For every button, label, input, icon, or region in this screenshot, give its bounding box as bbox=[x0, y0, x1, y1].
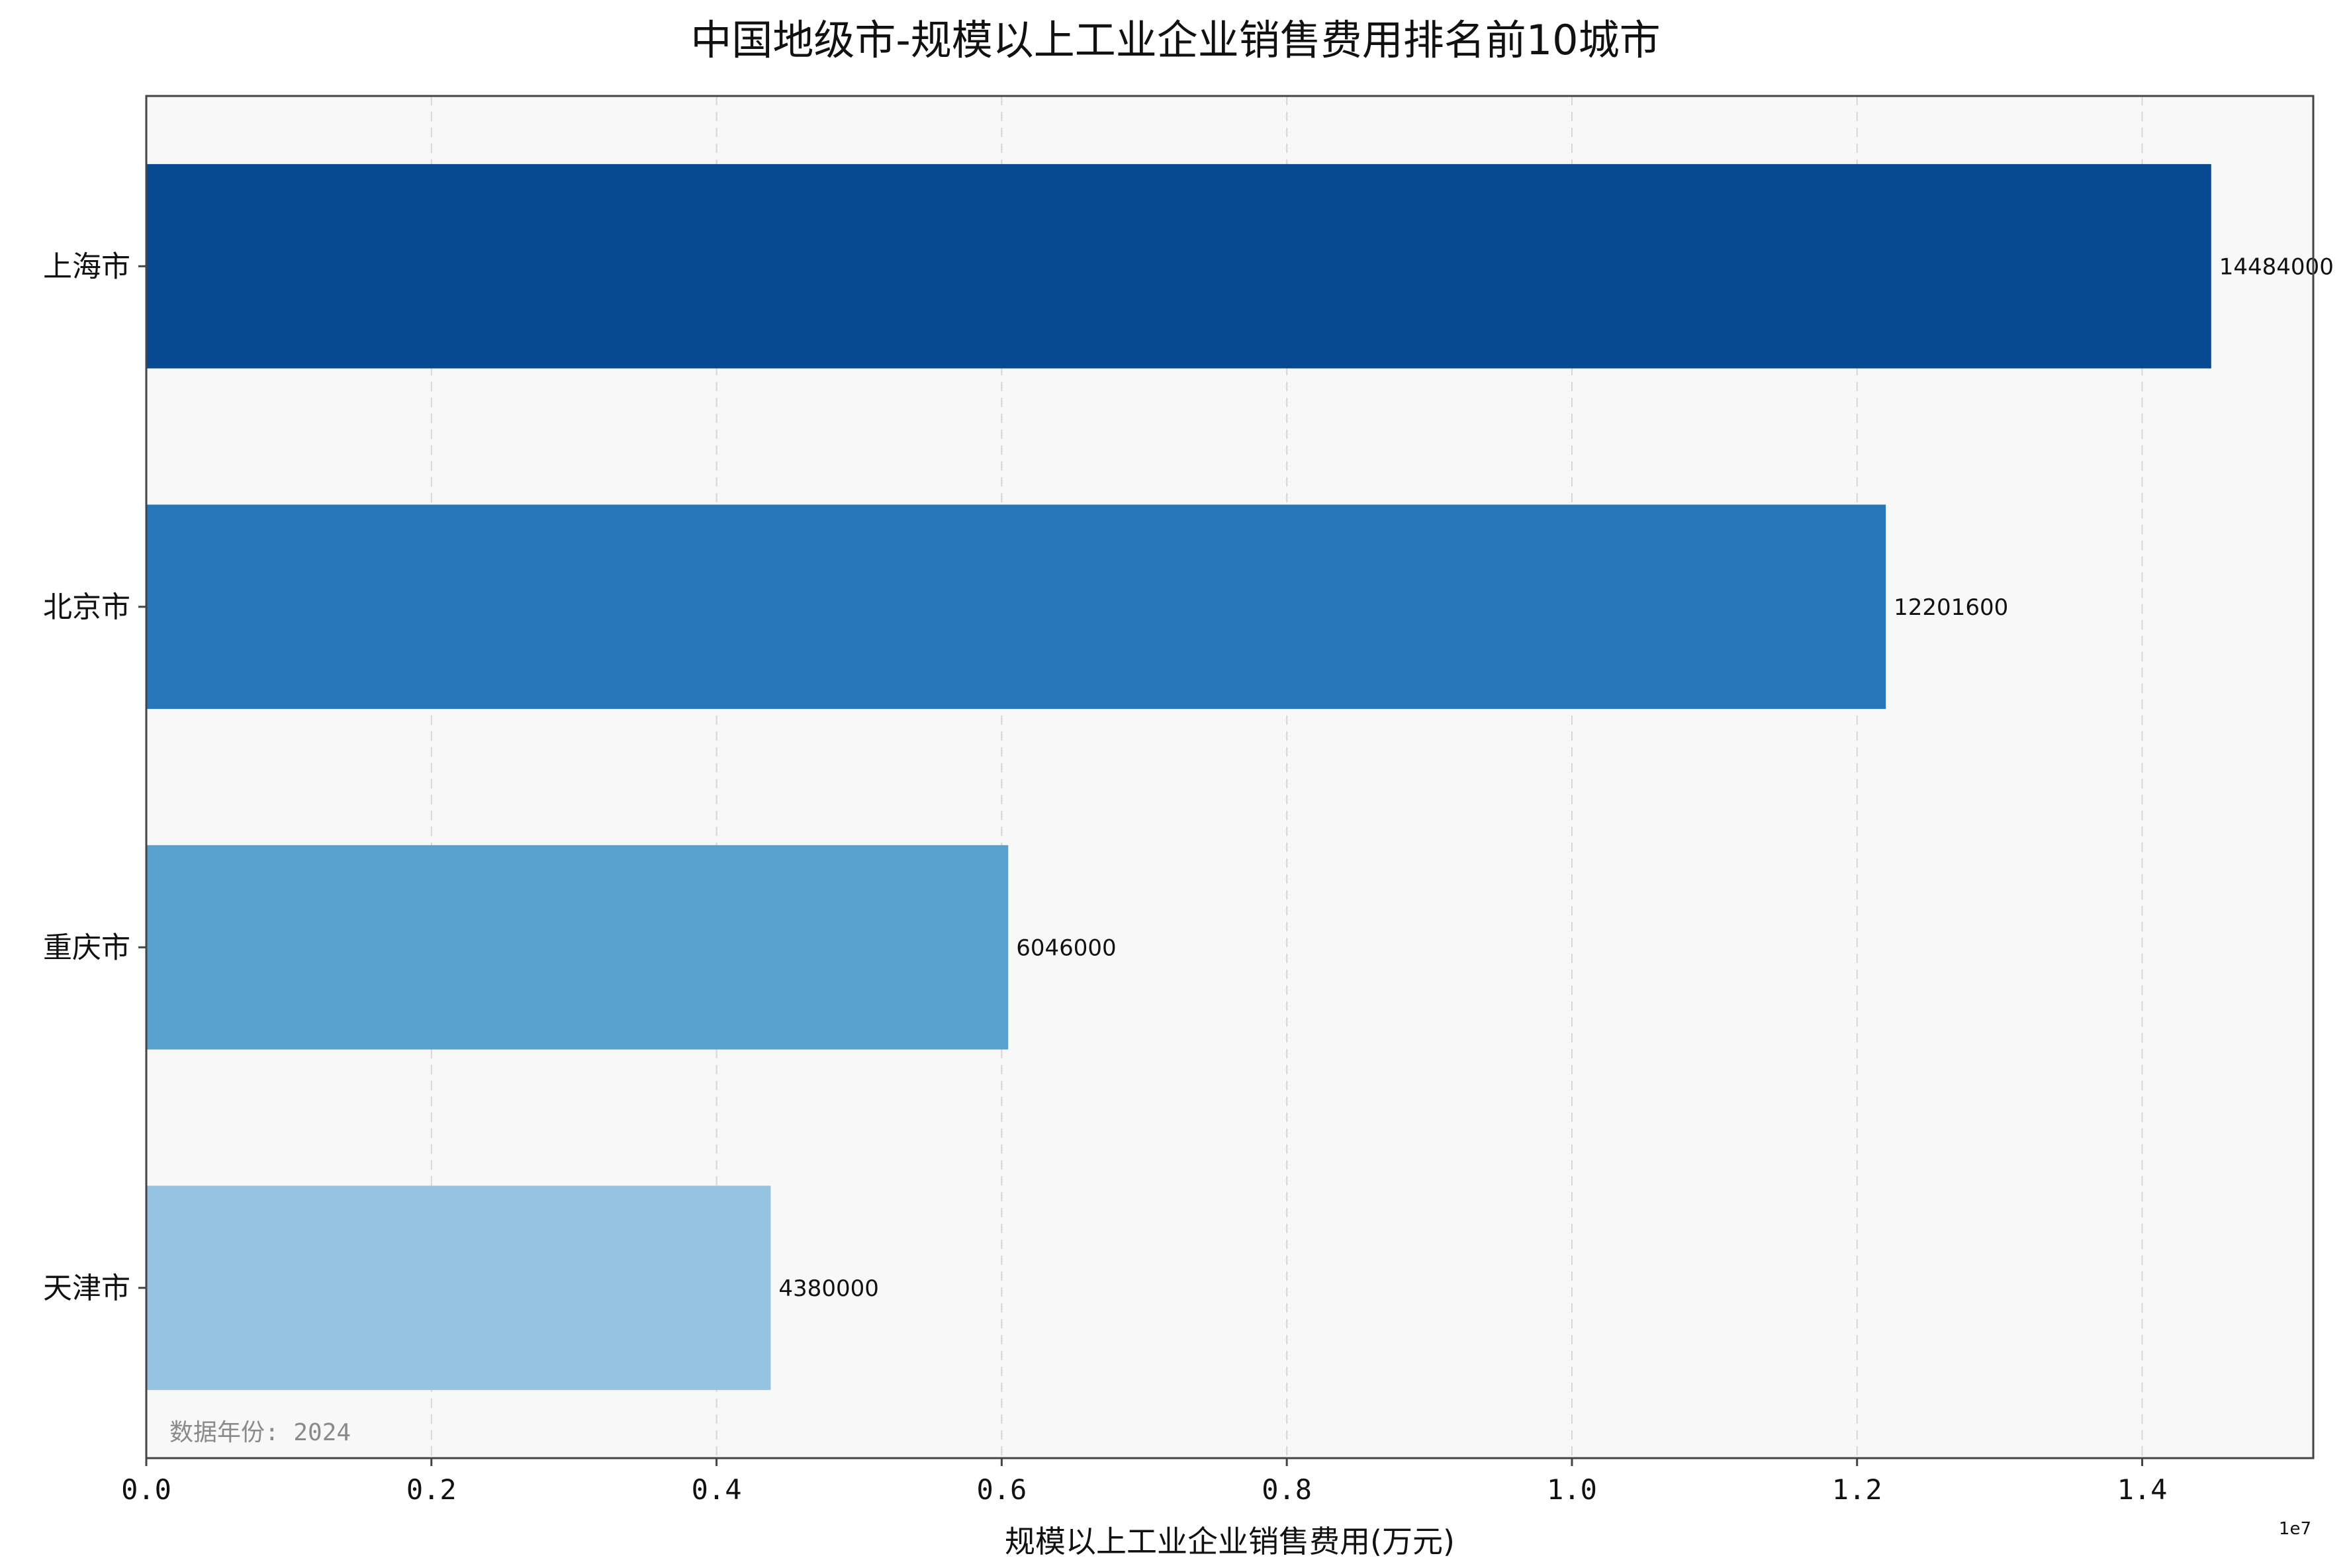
data-year-note: 数据年份: 2024 bbox=[169, 1419, 351, 1446]
bar bbox=[146, 504, 1886, 710]
axis-offset-label: 1e7 bbox=[2279, 1519, 2311, 1539]
y-tick-label: 上海市 bbox=[43, 250, 130, 283]
bar bbox=[146, 845, 1009, 1050]
bar-value-label: 14484000 bbox=[2219, 254, 2334, 280]
x-tick-label: 0.2 bbox=[406, 1473, 457, 1506]
x-tick-label: 1.0 bbox=[1547, 1473, 1597, 1506]
plot-frame bbox=[145, 95, 2315, 1459]
x-tick-label: 0.0 bbox=[121, 1473, 171, 1506]
y-tick-label: 北京市 bbox=[43, 590, 130, 624]
x-tick-label: 1.4 bbox=[2117, 1473, 2168, 1506]
bar-value-label: 6046000 bbox=[1016, 935, 1116, 961]
value-labels: 14484000 12201600 6046000 4380000 bbox=[778, 254, 2333, 1302]
y-tick-label: 重庆市 bbox=[43, 931, 130, 964]
x-tick-label: 1.2 bbox=[1832, 1473, 1882, 1506]
x-tick-label: 0.4 bbox=[692, 1473, 742, 1506]
x-axis-label: 规模以上工业企业销售费用(万元) bbox=[1005, 1524, 1455, 1559]
bar bbox=[146, 1185, 771, 1391]
bar-value-label: 12201600 bbox=[1894, 594, 2008, 621]
chart-title: 中国地级市-规模以上工业企业销售费用排名前10城市 bbox=[690, 16, 1660, 64]
bars bbox=[146, 163, 2211, 1391]
x-tick-label: 0.6 bbox=[976, 1473, 1027, 1506]
x-axis: 0.0 0.2 0.4 0.6 0.8 1.0 1.2 1.4 bbox=[121, 1458, 2167, 1506]
y-tick-label: 天津市 bbox=[43, 1271, 130, 1305]
bar-value-label: 4380000 bbox=[778, 1275, 878, 1302]
x-tick-label: 0.8 bbox=[1262, 1473, 1312, 1506]
bar bbox=[146, 163, 2211, 369]
